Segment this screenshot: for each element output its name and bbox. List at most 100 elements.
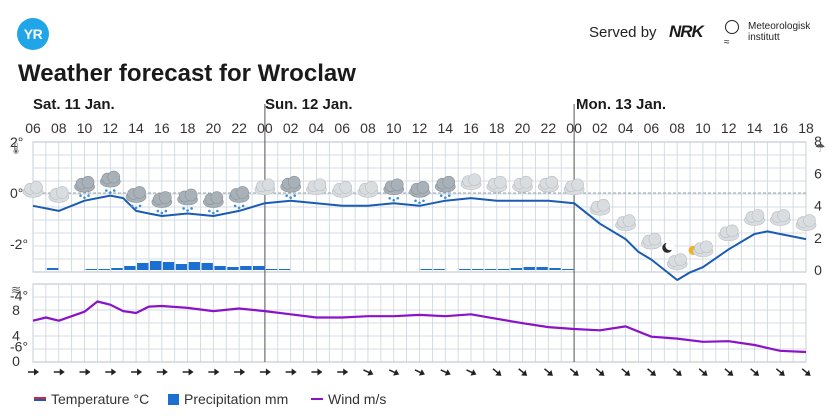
y-tick-label-precip: 4 bbox=[814, 198, 822, 214]
snow-weather-icon bbox=[203, 191, 224, 215]
y-tick-label-precip: 6 bbox=[814, 165, 822, 181]
precipitation-bar bbox=[536, 267, 548, 270]
cloud-weather-icon bbox=[692, 240, 714, 258]
cloud-puff bbox=[339, 181, 353, 194]
legend-temperature: Temperature °C bbox=[34, 391, 149, 407]
snowflake bbox=[443, 196, 447, 199]
snowflake bbox=[113, 189, 116, 192]
snowflake bbox=[87, 194, 90, 197]
snow-weather-icon bbox=[74, 175, 95, 199]
yr-logo[interactable]: YR bbox=[17, 18, 49, 50]
y-tick-label-precip: 0 bbox=[814, 262, 822, 278]
precipitation-bar bbox=[420, 269, 432, 270]
x-tick-label: 12 bbox=[412, 120, 428, 136]
snow-weather-icon bbox=[177, 188, 198, 212]
legend-wind-label: Wind m/s bbox=[328, 391, 387, 407]
x-tick-label: 00 bbox=[257, 120, 273, 136]
thermometer-icon: 🌡 bbox=[9, 142, 23, 155]
wind-arrow-icon bbox=[259, 368, 271, 376]
arrow-head bbox=[572, 369, 579, 376]
snowflake bbox=[138, 204, 142, 208]
cloud-puff bbox=[133, 186, 146, 199]
snowflake bbox=[208, 209, 211, 213]
arrow-head bbox=[752, 369, 760, 376]
cloud-weather-icon bbox=[48, 186, 70, 203]
cloud-weather-icon bbox=[331, 181, 353, 198]
snow-weather-icon bbox=[280, 175, 301, 199]
wind-arrow-icon bbox=[28, 368, 39, 376]
snowflake bbox=[105, 189, 108, 192]
precipitation-bar bbox=[188, 262, 200, 270]
met-logo-text[interactable]: Meteorologisk institutt bbox=[748, 21, 810, 43]
wind-arrow-icon bbox=[672, 368, 682, 376]
arrow-head bbox=[188, 368, 194, 376]
arrow-head bbox=[343, 368, 349, 376]
legend-precipitation-swatch bbox=[168, 393, 179, 405]
x-tick-label: 10 bbox=[77, 120, 93, 136]
wind-arrow-icon bbox=[105, 368, 117, 376]
snowflake bbox=[233, 204, 237, 208]
arrow-head bbox=[649, 369, 656, 376]
wind-arrow-icon bbox=[363, 369, 374, 376]
nrk-logo[interactable]: NRK bbox=[669, 22, 704, 41]
snowflake bbox=[190, 207, 193, 210]
cloud-puff bbox=[55, 186, 69, 199]
cloud-puff bbox=[236, 186, 249, 199]
y-tick-label-precip: 2 bbox=[814, 230, 822, 246]
cloud-weather-icon bbox=[666, 253, 688, 270]
x-tick-label: 00 bbox=[566, 120, 582, 136]
cloud-puff bbox=[725, 224, 739, 238]
snowflake bbox=[237, 206, 241, 210]
x-tick-label: 12 bbox=[721, 120, 737, 136]
precipitation-bar bbox=[124, 266, 136, 270]
cloud-puff bbox=[777, 209, 791, 222]
arrow-head bbox=[701, 369, 708, 376]
x-tick-label: 04 bbox=[618, 120, 634, 136]
snowflake bbox=[293, 194, 296, 197]
x-tick-label: 08 bbox=[51, 120, 67, 136]
legend-temperature-swatch bbox=[34, 397, 46, 401]
umbrella-icon: ☂ bbox=[815, 141, 826, 155]
precipitation-bar bbox=[265, 269, 278, 270]
cloud-puff bbox=[571, 178, 584, 192]
cloud-puff bbox=[674, 253, 687, 266]
arrow-head bbox=[598, 369, 605, 376]
arrow-head bbox=[470, 369, 477, 376]
wind-arrow-icon bbox=[801, 368, 811, 376]
arrow-head bbox=[265, 368, 271, 376]
wind-arrow-icon bbox=[518, 368, 528, 376]
cloud-weather-icon bbox=[795, 214, 817, 231]
day-label-sun: Sun. 12 Jan. bbox=[265, 96, 353, 113]
precipitation-bar bbox=[46, 268, 59, 270]
arrow-head bbox=[162, 368, 168, 376]
x-tick-label: 14 bbox=[128, 120, 144, 136]
arrow-head bbox=[546, 369, 553, 376]
cloud-weather-icon bbox=[254, 178, 276, 196]
arrow-head bbox=[317, 368, 323, 376]
snowflake bbox=[447, 194, 451, 197]
wind-arrow-icon bbox=[698, 368, 708, 376]
cloud-puff bbox=[700, 240, 713, 254]
precipitation-bar bbox=[484, 269, 497, 270]
wind-arrow-icon bbox=[234, 368, 246, 376]
snowflake bbox=[285, 194, 288, 197]
arrow-head bbox=[727, 369, 734, 376]
snowflake bbox=[388, 196, 392, 200]
x-tick-label: 10 bbox=[695, 120, 711, 136]
cloud-weather-icon bbox=[589, 198, 611, 216]
precipitation-bar bbox=[162, 262, 175, 270]
cloud-weather-icon bbox=[615, 214, 636, 231]
met-line-1: Meteorologisk bbox=[748, 21, 811, 32]
cloud-puff bbox=[416, 181, 430, 194]
x-tick-label: 18 bbox=[489, 120, 505, 136]
cloud-puff bbox=[622, 214, 636, 227]
cloud-puff bbox=[262, 178, 275, 192]
arrow-head bbox=[291, 368, 297, 376]
cloud-puff bbox=[107, 170, 121, 184]
x-tick-label: 14 bbox=[437, 120, 453, 136]
arrow-head bbox=[444, 369, 451, 376]
arrow-head bbox=[778, 369, 785, 376]
cloud-puff bbox=[751, 209, 765, 222]
snowflake bbox=[83, 196, 86, 199]
